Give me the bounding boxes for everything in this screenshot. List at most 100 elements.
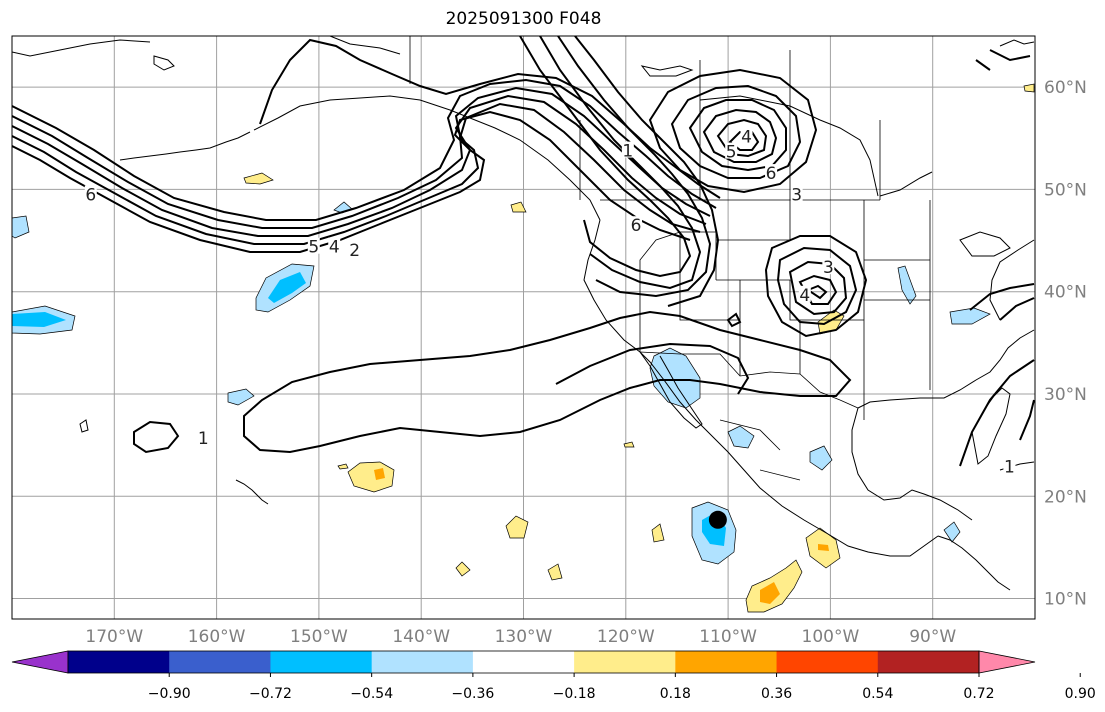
lon-tick-label: 140°W — [392, 627, 450, 647]
contour-low-north-2 — [670, 84, 802, 179]
coastlines — [12, 36, 1035, 591]
contour-label: 4 — [799, 286, 810, 306]
contour-trough-3 — [557, 36, 712, 298]
contour-low-south-5 — [805, 284, 828, 300]
shade-negative-area — [727, 425, 755, 449]
contour-trough-4 — [574, 36, 720, 307]
aleutian-islands — [119, 131, 251, 161]
colorbar-tick-label: 0.90 — [1065, 686, 1096, 702]
island-1 — [153, 55, 175, 71]
contour-low-south-2 — [776, 246, 858, 326]
east-coast — [989, 239, 1035, 321]
lat-tick-label: 50°N — [1044, 180, 1087, 200]
lon-tick-label: 90°W — [909, 627, 956, 647]
contour-label-bg — [197, 428, 210, 445]
contour-ne — [975, 49, 1031, 71]
contour-label-bg — [630, 216, 643, 233]
shade-negative-area — [227, 388, 255, 406]
contour-subtropic — [243, 310, 852, 454]
colorbar-segment — [776, 651, 879, 673]
map-frame — [11, 35, 1036, 620]
contour-label: 1 — [622, 142, 633, 162]
political-borders — [409, 36, 931, 481]
shade-positive-area — [455, 561, 471, 577]
shade-negative-area — [949, 307, 991, 325]
central-america — [937, 535, 1011, 591]
storm-center-marker — [708, 510, 727, 529]
colorbar-tick-label: −0.72 — [249, 686, 292, 702]
contour-label-bg — [84, 185, 97, 202]
contour-label: 6 — [766, 164, 777, 184]
shade-positive-area — [337, 463, 349, 470]
contour-label-bg — [790, 185, 803, 202]
shade-positive-area — [505, 515, 529, 539]
shade-positive-area — [1023, 83, 1035, 93]
colorbar: −0.90 −0.72 −0.54 −0.36 −0.18 0.18 0.36 0.54 0.7… — [11, 650, 1096, 702]
contour-label: 2 — [349, 241, 360, 261]
island-2 — [640, 65, 694, 77]
colorbar-extend-min — [11, 650, 69, 674]
colorbar-segment — [675, 651, 778, 673]
contour-label: 5 — [308, 238, 319, 258]
shade-positive-core — [818, 544, 829, 551]
lat-tick-label: 40°N — [1044, 283, 1087, 303]
colorbar-tick-label: 0.18 — [660, 686, 691, 702]
contour-trough-1 — [519, 36, 692, 278]
contour-jet-3 — [12, 94, 707, 237]
colorbar-segment — [68, 651, 170, 673]
lat-tick-label: 30°N — [1044, 385, 1087, 405]
lon-tick-label: 100°W — [802, 627, 860, 647]
shade-negative-area — [897, 265, 917, 305]
contour-jet-6 — [259, 38, 721, 199]
contour-low-north-4 — [702, 108, 778, 163]
latitude-tick-labels: 10°N 20°N 30°N 40°N 50°N 60°N — [1044, 78, 1087, 609]
lon-tick-label: 150°W — [290, 627, 348, 647]
contour-small-1 — [133, 420, 180, 454]
colorbar-tick-label: −0.90 — [148, 686, 191, 702]
contour-lines — [12, 36, 1035, 467]
shade-positive-area — [510, 201, 527, 213]
shade-negative-core — [12, 312, 66, 327]
colorbar-tick-label: −0.54 — [350, 686, 393, 702]
colorbar-frame — [67, 650, 980, 674]
hudson-area-coast — [879, 171, 933, 197]
contour-jet-5 — [12, 78, 717, 221]
contour-east-1 — [959, 359, 1035, 467]
map-title: 2025091300 F048 — [445, 9, 602, 29]
contour-label-bg — [621, 141, 634, 158]
lat-tick-label: 10°N — [1044, 590, 1087, 610]
contour-low-south-3 — [788, 260, 848, 316]
lon-tick-label: 170°W — [85, 627, 143, 647]
contour-label: 3 — [823, 258, 834, 278]
shade-positive-area — [651, 523, 665, 543]
contour-low-south-outer — [764, 235, 868, 338]
colorbar-segment — [472, 651, 575, 673]
island-4 — [999, 39, 1035, 47]
lon-tick-label: 160°W — [188, 627, 246, 647]
island-3 — [79, 419, 89, 433]
lon-tick-label: 110°W — [699, 627, 757, 647]
shaded-field — [12, 83, 1035, 613]
contour-label-bg — [765, 164, 778, 181]
contour-low-north-6 — [728, 131, 760, 151]
contour-label: 4 — [329, 238, 340, 258]
contour-label-bg — [348, 240, 361, 257]
contour-low-north-outer — [648, 68, 818, 194]
shade-negative-area — [943, 521, 961, 543]
shade-positive-area — [347, 461, 395, 493]
colorbar-segment — [169, 651, 271, 673]
contour-label: 4 — [741, 127, 752, 147]
colorbar-segment — [877, 651, 980, 673]
mexico-states — [719, 419, 801, 481]
shade-negative-core — [268, 272, 306, 303]
contour-east-4 — [1019, 399, 1035, 441]
canada-arctic-coast — [699, 95, 879, 197]
shade-positive-core — [760, 582, 780, 604]
lat-tick-label: 60°N — [1044, 78, 1087, 98]
contour-label-bg — [798, 285, 811, 302]
shade-negative-area — [12, 215, 30, 239]
contour-label: 1 — [1004, 458, 1015, 478]
contour-label: 6 — [85, 186, 96, 206]
